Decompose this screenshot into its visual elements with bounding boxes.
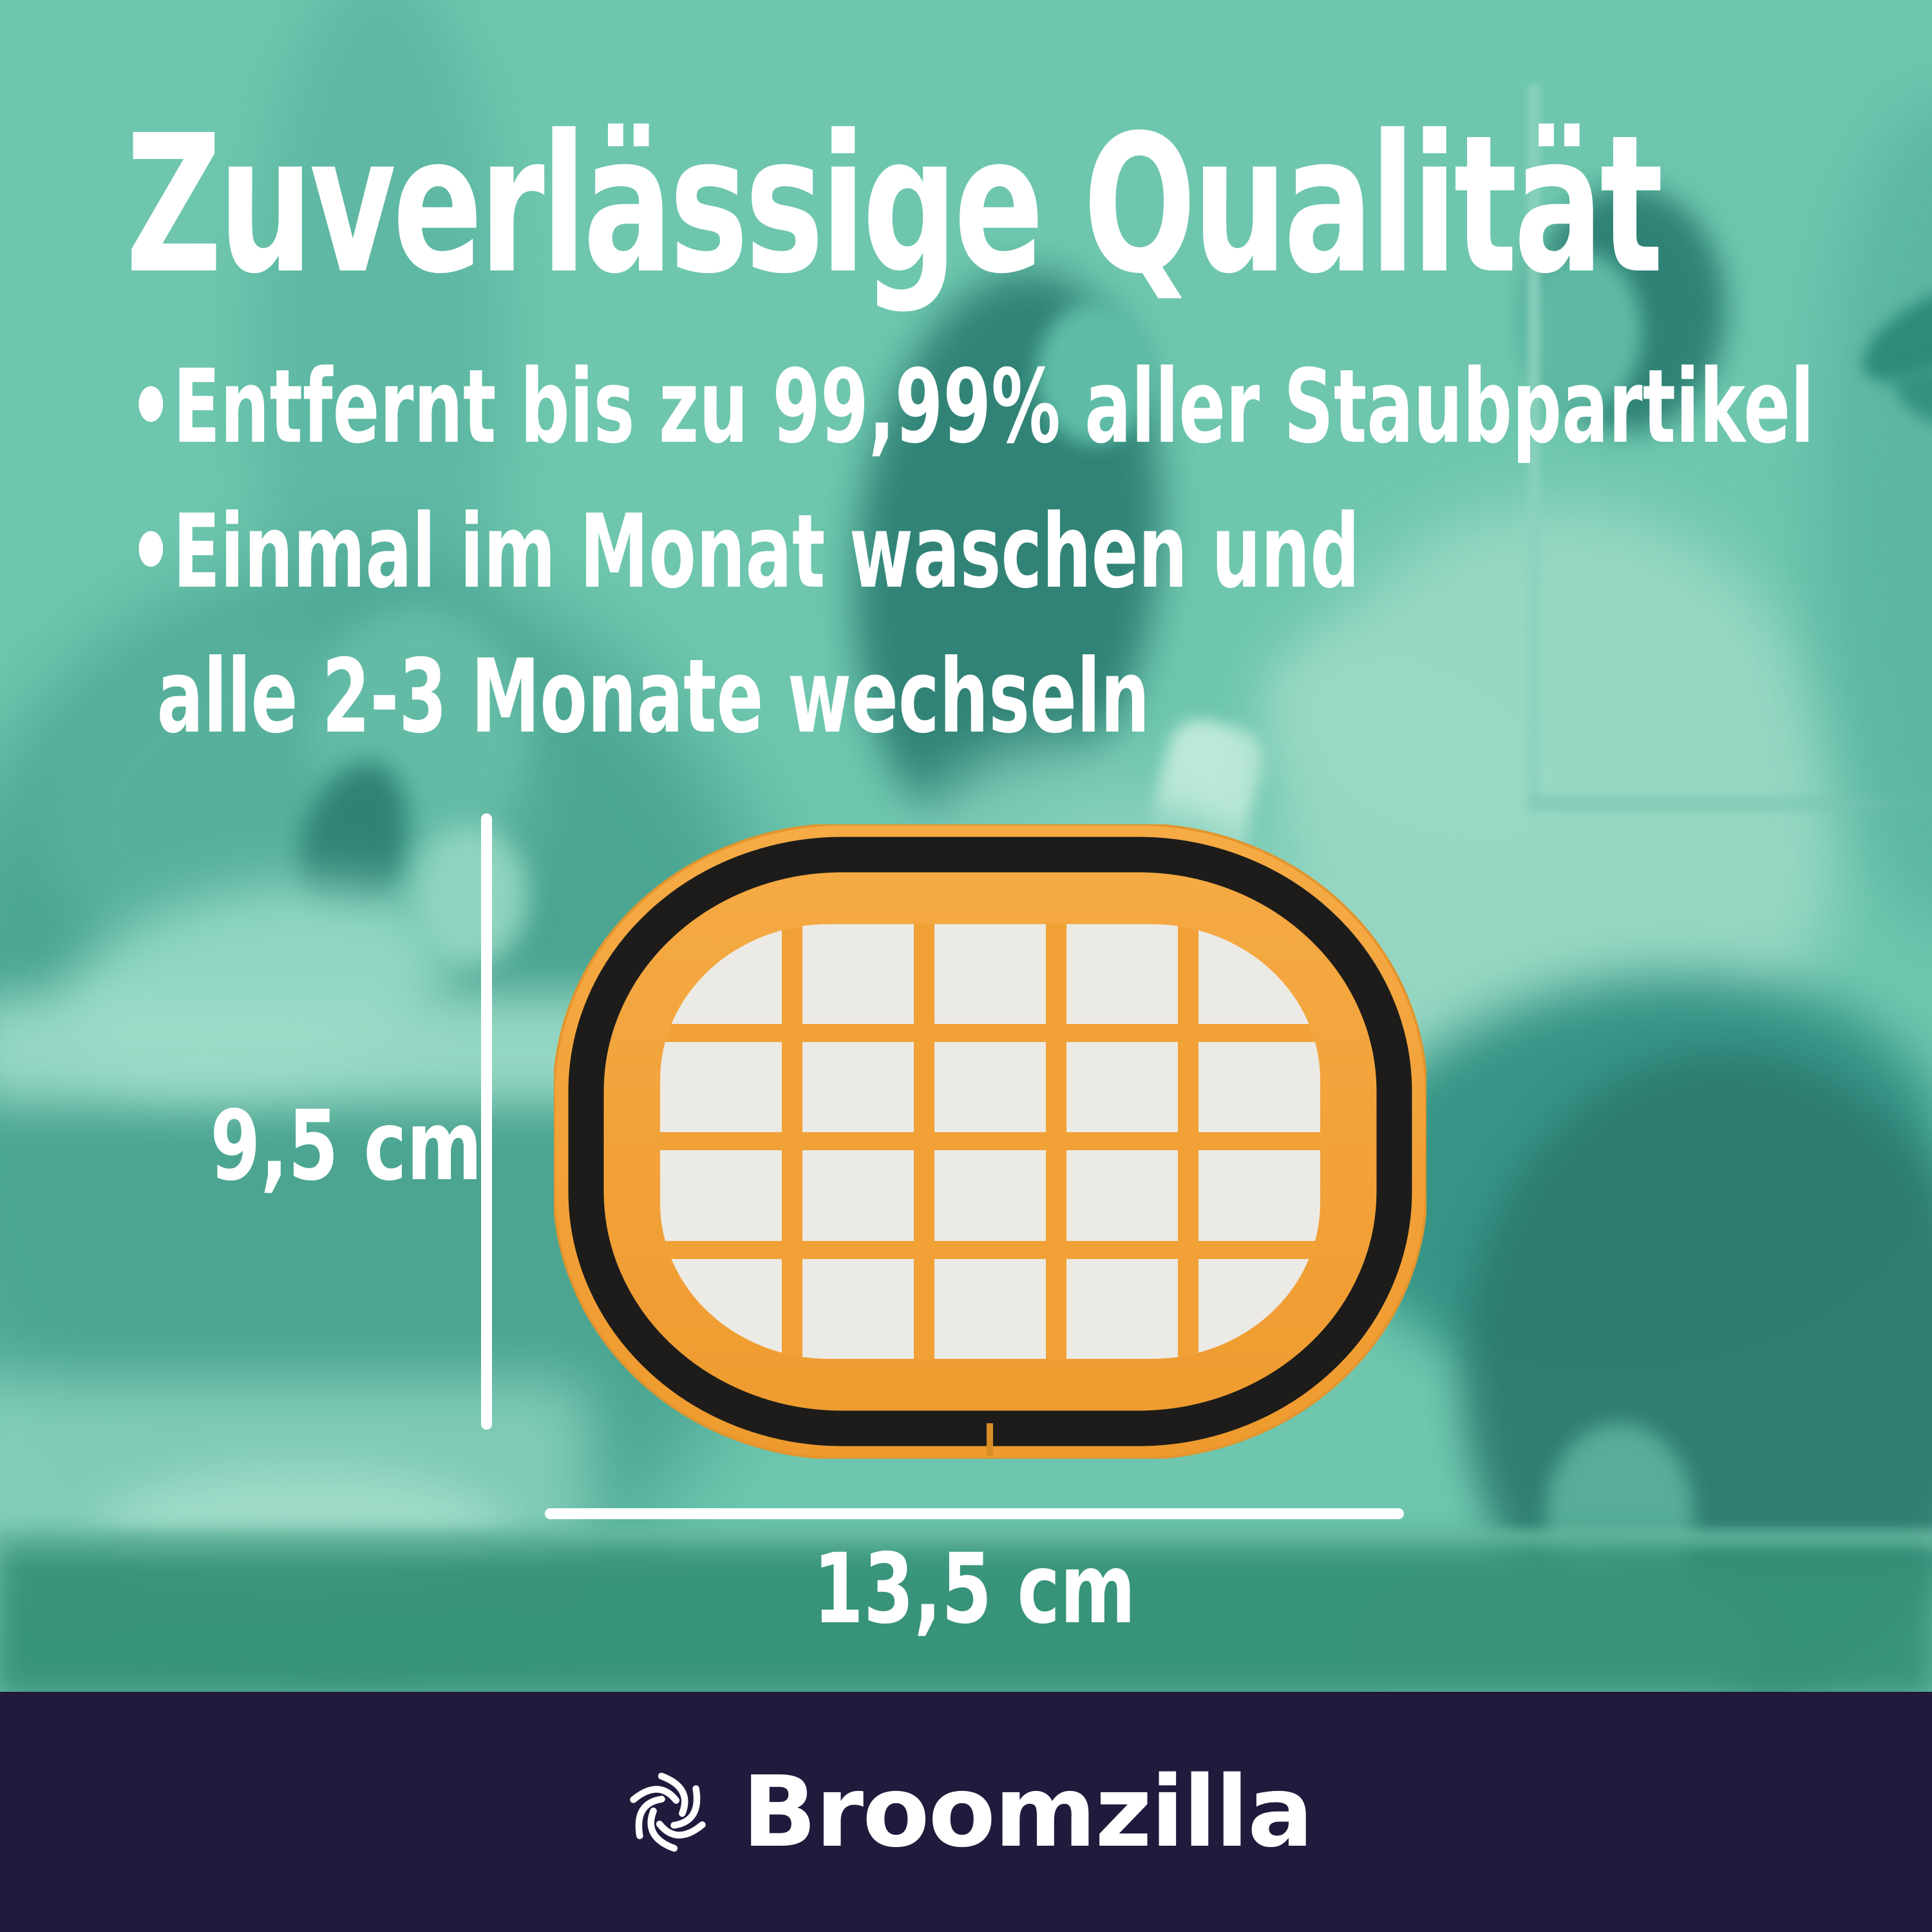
page-title: Zuverlässige Qualität bbox=[126, 94, 1663, 316]
height-dimension-label: 9,5 cm bbox=[210, 1090, 482, 1202]
filter-bottom-seam bbox=[987, 1423, 993, 1455]
bullet-dot: • bbox=[129, 493, 173, 611]
photo-blob bbox=[1037, 303, 1153, 444]
bullet-item: • Einmal im Monat waschen und bbox=[129, 480, 1814, 625]
filter-illustration bbox=[553, 823, 1428, 1460]
bullet-item: • Entfernt bis zu 99,99% aller Staubpart… bbox=[129, 335, 1814, 480]
width-dimension-label: 13,5 cm bbox=[813, 1533, 1136, 1645]
bullet-text: Einmal im Monat waschen und bbox=[173, 493, 1360, 611]
filter-grid-bars bbox=[660, 924, 1320, 1359]
filter-product-image bbox=[553, 823, 1428, 1460]
brand-wordmark: Broomzilla bbox=[742, 1754, 1313, 1869]
bullet-dot: • bbox=[129, 348, 173, 466]
bullet-item: alle 2-3 Monate wechseln bbox=[129, 625, 1814, 770]
photo-blob bbox=[0, 1542, 1932, 1700]
height-dimension-line bbox=[481, 813, 492, 1430]
bullet-list: • Entfernt bis zu 99,99% aller Staubpart… bbox=[129, 335, 1814, 770]
bullet-text: alle 2-3 Monate wechseln bbox=[156, 638, 1150, 756]
width-dimension-line bbox=[545, 1508, 1404, 1519]
bullet-text: Entfernt bis zu 99,99% aller Staubpartik… bbox=[173, 348, 1815, 466]
footer-bar: Broomzilla bbox=[0, 1692, 1932, 1932]
photo-blob bbox=[1528, 84, 1540, 805]
swirl-vortex-icon bbox=[630, 1772, 706, 1852]
bullet-dot bbox=[129, 625, 157, 770]
